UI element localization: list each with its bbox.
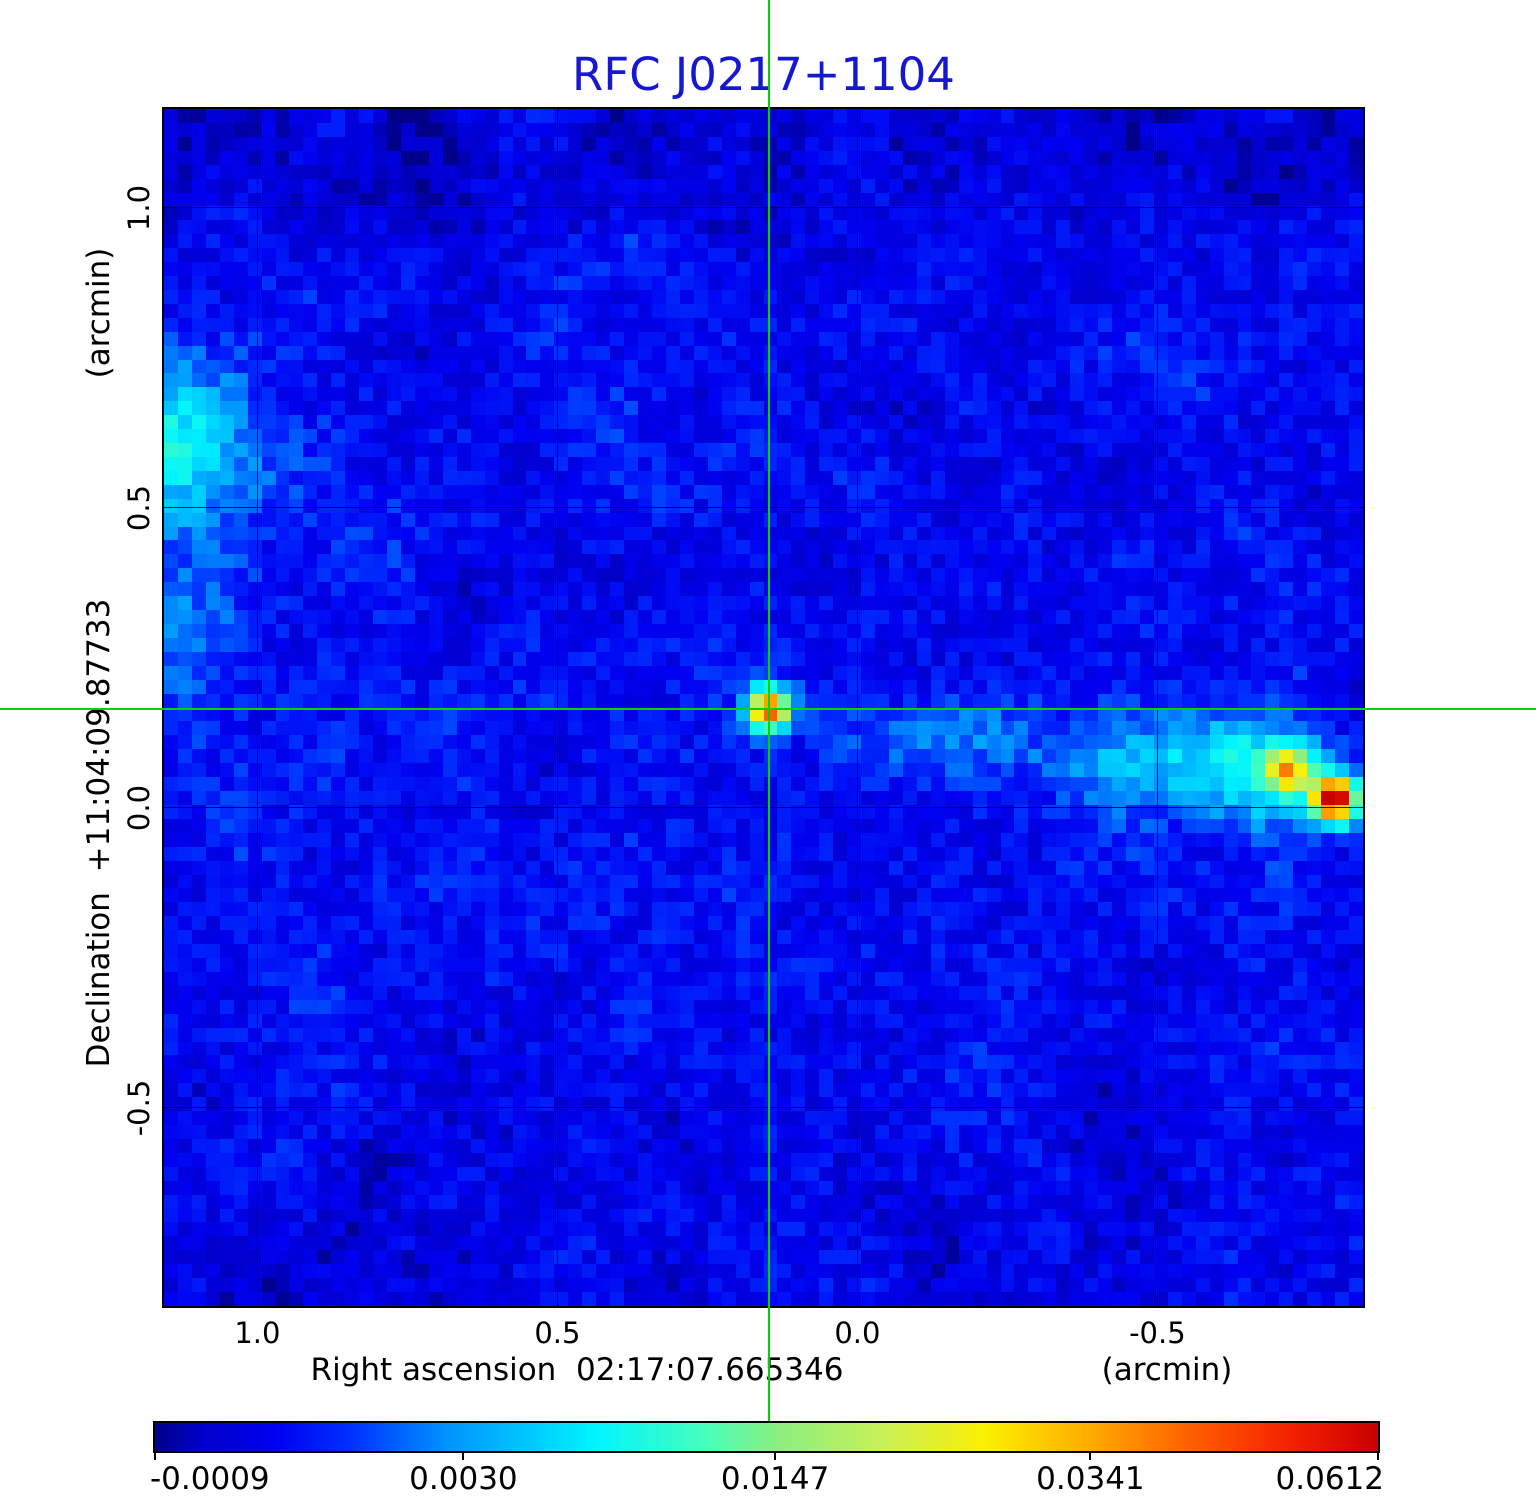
colorbar-tick bbox=[1089, 1453, 1092, 1460]
x-tick-label: -0.5 bbox=[1129, 1316, 1186, 1350]
y-tick-label: 0.5 bbox=[122, 484, 156, 531]
x-tick-label: 1.0 bbox=[234, 1316, 281, 1350]
x-axis-title: Right ascension 02:17:07.665346 bbox=[310, 1352, 844, 1388]
grid-line-horizontal bbox=[162, 207, 1365, 208]
colorbar-tick bbox=[462, 1453, 465, 1460]
y-tick-label: 0.0 bbox=[122, 784, 156, 831]
y-tick-label: -0.5 bbox=[122, 1079, 156, 1136]
plot-title: RFC J0217+1104 bbox=[572, 48, 955, 101]
grid-line-vertical bbox=[856, 107, 858, 1308]
grid-line-vertical bbox=[1156, 107, 1158, 1308]
colorbar-tick bbox=[154, 1453, 157, 1460]
colorbar bbox=[153, 1421, 1380, 1453]
colorbar-value-label: 0.0341 bbox=[1036, 1461, 1145, 1497]
colorbar-value-label: 0.0612 bbox=[1275, 1461, 1384, 1497]
colorbar-value-label: -0.0009 bbox=[150, 1461, 270, 1497]
grid-line-horizontal bbox=[162, 1107, 1365, 1109]
heatmap-canvas bbox=[164, 109, 1363, 1306]
crosshair-horizontal-line bbox=[0, 708, 1536, 711]
x-tick-label: 0.0 bbox=[834, 1316, 881, 1350]
grid-line-horizontal bbox=[162, 807, 1365, 809]
colorbar-value-label: 0.0147 bbox=[720, 1461, 830, 1497]
y-axis-title: Declination +11:04:09.87733 bbox=[81, 598, 117, 1068]
grid-line-horizontal bbox=[162, 507, 1365, 509]
x-axis-unit-label: (arcmin) bbox=[1101, 1352, 1233, 1388]
grid-line-vertical bbox=[256, 107, 258, 1308]
y-tick-label: 1.0 bbox=[122, 184, 156, 231]
colorbar-tick bbox=[1376, 1453, 1379, 1460]
y-axis-unit-label: (arcmin) bbox=[81, 247, 117, 379]
colorbar-tick bbox=[774, 1453, 777, 1460]
x-tick-label: 0.5 bbox=[534, 1316, 581, 1350]
crosshair-vertical-line bbox=[767, 0, 770, 1421]
grid-line-vertical bbox=[556, 107, 558, 1308]
colorbar-value-label: 0.0030 bbox=[409, 1461, 518, 1497]
